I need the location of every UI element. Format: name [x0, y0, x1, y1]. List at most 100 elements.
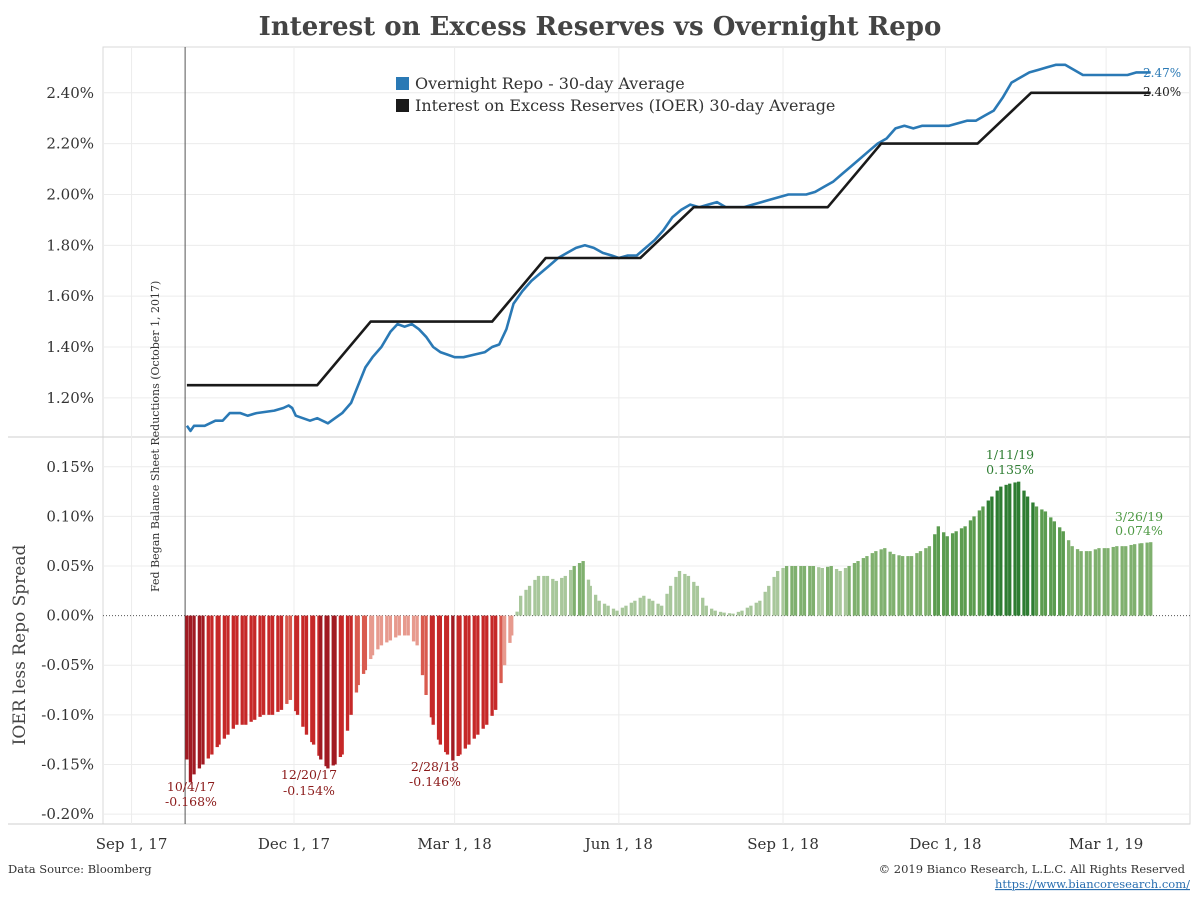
spread-bar	[261, 615, 266, 715]
spread-bar	[602, 603, 607, 616]
annotation-date: 1/11/19	[986, 447, 1034, 462]
spread-bar	[568, 569, 573, 616]
repo-end-label: 2.47%	[1143, 66, 1181, 80]
spread-bar	[1106, 548, 1110, 616]
spread-bar	[740, 610, 744, 616]
spread-bar	[304, 615, 309, 735]
spread-bar	[701, 597, 705, 616]
y-tick-label: 0.00%	[46, 607, 94, 625]
spread-bar	[467, 615, 471, 745]
spread-bar	[1004, 484, 1008, 616]
spread-bar	[829, 566, 833, 616]
spread-bar	[317, 615, 321, 756]
spread-bar	[647, 598, 651, 616]
spread-bar	[843, 567, 848, 616]
spread-bar	[861, 558, 866, 616]
spread-bar	[542, 575, 546, 616]
spread-bar	[990, 496, 994, 616]
spread-bar	[249, 615, 253, 722]
plot-frame	[102, 46, 1191, 825]
spread-bar	[519, 595, 523, 616]
y-tick-label: 1.80%	[46, 236, 94, 254]
spread-bar	[856, 561, 860, 616]
spread-bar	[763, 591, 767, 616]
spread-bar	[793, 566, 798, 616]
spread-bar	[402, 615, 407, 636]
spread-bar	[820, 567, 824, 616]
spread-bar	[451, 615, 455, 761]
spread-bar	[560, 577, 564, 616]
spread-bar	[397, 615, 401, 636]
spread-bar	[1070, 546, 1074, 616]
spread-bar	[959, 528, 964, 616]
spread-bar	[319, 615, 323, 760]
spread-bar	[1088, 551, 1092, 616]
spread-bar	[838, 570, 842, 616]
spread-bar	[942, 532, 946, 616]
spread-bar	[799, 566, 803, 616]
spread-bar	[1022, 490, 1026, 616]
spread-bar	[758, 600, 762, 616]
website-link[interactable]: https://www.biancoresearch.com/	[995, 877, 1190, 891]
spread-bar	[1043, 511, 1048, 616]
x-tick-label: Jun 1, 18	[583, 835, 653, 853]
spread-bar	[1034, 506, 1039, 616]
spread-bar	[972, 516, 976, 616]
spread-bar	[668, 585, 673, 616]
spread-bar	[267, 615, 271, 715]
y-tick-label: -0.20%	[41, 805, 94, 823]
spread-bar	[802, 566, 807, 616]
spread-bar	[915, 553, 919, 616]
copyright: © 2019 Bianco Research, L.L.C. All Right…	[879, 862, 1186, 876]
spread-bar	[1111, 546, 1115, 616]
spread-bar	[240, 615, 244, 725]
spread-bar	[586, 579, 591, 616]
spread-bar	[1066, 540, 1071, 616]
spread-bar	[1040, 509, 1044, 616]
spread-bar	[736, 611, 741, 616]
spread-bar	[485, 615, 489, 725]
spread-bar	[927, 546, 932, 616]
x-tick-label: Mar 1, 18	[417, 835, 491, 853]
spread-bar	[431, 615, 435, 725]
spread-bar	[660, 605, 664, 616]
spread-bar	[551, 578, 555, 616]
spread-bar	[597, 600, 601, 616]
spread-bar	[563, 575, 567, 616]
spread-bar	[1138, 543, 1142, 616]
spread-bar	[508, 615, 512, 643]
spread-bar	[361, 615, 366, 674]
spread-bar	[1079, 551, 1083, 616]
spread-bar	[533, 579, 537, 616]
spread-bar	[270, 615, 275, 715]
spread-bar	[638, 597, 642, 616]
spread-bar	[285, 615, 289, 704]
spread-bar	[1129, 544, 1133, 616]
bars-layer	[185, 481, 1153, 783]
spread-bar	[629, 602, 633, 616]
x-tick-label: Dec 1, 17	[258, 835, 330, 853]
spread-bar	[883, 548, 887, 616]
spread-bar	[879, 549, 883, 616]
spread-bar	[936, 526, 940, 616]
spread-bar	[411, 615, 416, 642]
spread-bar	[258, 615, 262, 717]
spread-axis-label: IOER less Repo Spread	[10, 545, 30, 746]
spread-bar	[210, 615, 214, 755]
spread-bar	[826, 566, 830, 616]
spread-bar	[1120, 546, 1124, 616]
spread-bar	[253, 615, 257, 720]
spread-bar	[1084, 551, 1089, 616]
y-tick-label: 1.60%	[46, 287, 94, 305]
spread-bar	[288, 615, 293, 700]
spread-bar	[900, 556, 905, 616]
annotation-value: -0.168%	[165, 794, 217, 809]
spread-bar	[295, 615, 300, 715]
legend-swatch-ioer	[396, 99, 409, 112]
spread-bar	[197, 615, 202, 769]
chart-title: Interest on Excess Reserves vs Overnight…	[259, 12, 942, 42]
annotation-date: 3/26/19	[1115, 509, 1163, 524]
spread-bar	[1097, 548, 1101, 616]
spread-bar	[954, 531, 958, 616]
spread-bar	[1025, 496, 1030, 616]
